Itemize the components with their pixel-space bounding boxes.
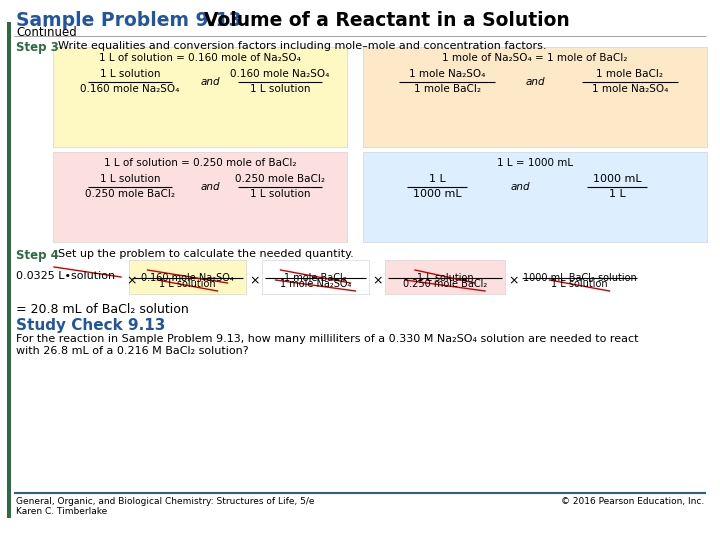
Text: 1 L solution: 1 L solution [159,279,216,289]
FancyBboxPatch shape [363,47,707,147]
Text: ×: × [372,274,382,287]
Text: and: and [510,182,530,192]
Text: © 2016 Pearson Education, Inc.: © 2016 Pearson Education, Inc. [561,497,704,506]
Text: ×: × [126,274,137,287]
Text: 1000 mL: 1000 mL [593,174,642,184]
Text: and: and [200,77,220,87]
Text: Volume of a Reactant in a Solution: Volume of a Reactant in a Solution [191,11,570,30]
Text: 1 mole BaCl₂: 1 mole BaCl₂ [284,273,347,283]
Text: ×: × [249,274,259,287]
Text: 1 mole BaCl₂: 1 mole BaCl₂ [413,84,480,94]
Text: Step 4: Step 4 [16,249,59,262]
Text: ×: × [508,274,518,287]
Text: 1 mole Na₂SO₄: 1 mole Na₂SO₄ [409,69,485,79]
Text: For the reaction in Sample Problem 9.13, how many milliliters of a 0.330 M Na₂SO: For the reaction in Sample Problem 9.13,… [16,334,639,344]
FancyBboxPatch shape [262,260,369,294]
Text: 0.160 mole Na₂SO₄: 0.160 mole Na₂SO₄ [230,69,330,79]
Text: and: and [200,182,220,192]
Text: Set up the problem to calculate the needed quantity.: Set up the problem to calculate the need… [58,249,354,259]
Text: 1 L solution: 1 L solution [250,84,310,94]
Text: 0.250 mole BaCl₂: 0.250 mole BaCl₂ [235,174,325,184]
Text: 0.250 mole BaCl₂: 0.250 mole BaCl₂ [85,189,175,199]
Text: 1 mole of Na₂SO₄ = 1 mole of BaCl₂: 1 mole of Na₂SO₄ = 1 mole of BaCl₂ [442,53,628,63]
Text: Study Check 9.13: Study Check 9.13 [16,318,166,333]
Text: 1 L solution: 1 L solution [417,273,473,283]
FancyBboxPatch shape [385,260,505,294]
Text: 1000 mL: 1000 mL [413,189,462,199]
Text: 1 L solution: 1 L solution [100,69,161,79]
FancyBboxPatch shape [53,152,347,242]
FancyBboxPatch shape [129,260,246,294]
Text: 0.160 mole Na₂SO₄: 0.160 mole Na₂SO₄ [81,84,180,94]
Text: Step 3: Step 3 [16,41,59,54]
Text: 1 L: 1 L [608,189,626,199]
Text: 1 L = 1000 mL: 1 L = 1000 mL [497,158,573,168]
FancyBboxPatch shape [7,22,11,518]
Text: 0.250 mole BaCl₂: 0.250 mole BaCl₂ [403,279,487,289]
FancyBboxPatch shape [53,47,347,147]
FancyBboxPatch shape [7,363,11,518]
Text: 0.160 mole Na₂SO₄: 0.160 mole Na₂SO₄ [141,273,234,283]
Text: Sample Problem 9.13: Sample Problem 9.13 [16,11,242,30]
Text: 1 L solution: 1 L solution [100,174,161,184]
Text: 1 L: 1 L [428,174,446,184]
Text: 1 mole Na₂SO₄: 1 mole Na₂SO₄ [592,84,668,94]
Text: 1 L of solution = 0.160 mole of Na₂SO₄: 1 L of solution = 0.160 mole of Na₂SO₄ [99,53,301,63]
Text: 1000 mL BaCl₂ solution: 1000 mL BaCl₂ solution [523,273,636,283]
Text: with 26.8 mL of a 0.216 M BaCl₂ solution?: with 26.8 mL of a 0.216 M BaCl₂ solution… [16,346,248,356]
Text: 1 mole Na₂SO₄: 1 mole Na₂SO₄ [280,279,351,289]
Text: 1 mole BaCl₂: 1 mole BaCl₂ [596,69,664,79]
Text: Continued: Continued [16,26,77,39]
Text: 1 L solution: 1 L solution [552,279,608,289]
Text: Karen C. Timberlake: Karen C. Timberlake [16,507,107,516]
Text: = 20.8 mL of BaCl₂ solution: = 20.8 mL of BaCl₂ solution [16,303,189,316]
Text: Write equalities and conversion factors including mole–mole and concentration fa: Write equalities and conversion factors … [58,41,546,51]
Text: 1 L solution: 1 L solution [250,189,310,199]
Text: 1 L of solution = 0.250 mole of BaCl₂: 1 L of solution = 0.250 mole of BaCl₂ [104,158,296,168]
Text: General, Organic, and Biological Chemistry: Structures of Life, 5/e: General, Organic, and Biological Chemist… [16,497,315,506]
Text: 0.0325 L•solution: 0.0325 L•solution [16,271,115,281]
Text: and: and [525,77,545,87]
FancyBboxPatch shape [363,152,707,242]
